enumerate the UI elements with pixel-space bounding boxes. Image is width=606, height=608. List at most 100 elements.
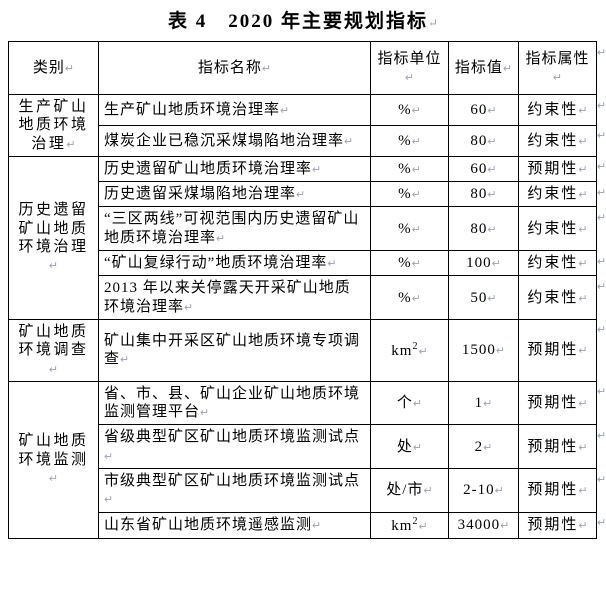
- indicator-name-cell: 煤炭企业已稳沉采煤塌陷地治理率↵: [98, 124, 371, 157]
- paragraph-mark-icon: ↵: [411, 223, 421, 236]
- paragraph-mark-icon: ↵: [411, 135, 421, 148]
- page-title-text: 表 4 2020 年主要规划指标: [167, 11, 428, 32]
- value-cell: 1↵: [448, 380, 519, 426]
- indicator-name-cell: “矿山复绿行动”地质环境治理率↵: [98, 250, 371, 277]
- paragraph-mark-icon: ↵: [411, 163, 421, 176]
- attribute-cell: 预期性↵: [518, 511, 597, 539]
- indicator-name-label: 山东省矿山地质环境遥感监测: [104, 517, 313, 534]
- paragraph-mark-icon: ↵: [578, 163, 588, 176]
- unit-cell: %↵: [370, 181, 449, 208]
- unit-label: %: [398, 220, 412, 237]
- table-row: 历史遗留采煤塌陷地治理率↵ %↵ 80↵ 约束性↵: [9, 181, 597, 208]
- attribute-label: 预期性: [527, 517, 579, 534]
- paragraph-mark-icon: ↵: [597, 386, 606, 399]
- paragraph-mark-icon: ↵: [578, 189, 588, 202]
- category-label: 矿山地质环境调查: [18, 323, 89, 359]
- paragraph-mark-icon: ↵: [423, 485, 433, 498]
- paragraph-mark-icon: ↵: [411, 292, 421, 305]
- indicator-table: 类别↵ 指标名称↵ 指标单位↵ 指标值↵ 指标属性↵ 生产矿山地质环境治理↵ 生产…: [8, 41, 597, 539]
- paragraph-mark-icon: ↵: [48, 260, 59, 273]
- value-cell: 60↵: [448, 155, 519, 183]
- page-title: 表 4 2020 年主要规划指标↵: [0, 0, 606, 41]
- unit-label: 处/市: [386, 482, 424, 499]
- table-row: 生产矿山地质环境治理↵ 生产矿山地质环境治理率↵ %↵ 60↵ 约束性↵: [8, 94, 597, 157]
- value-cell: 50↵: [448, 275, 519, 320]
- attribute-cell: 预期性↵: [518, 380, 597, 426]
- indicator-name-cell: 历史遗留采煤塌陷地治理率↵: [98, 181, 371, 208]
- column-header-attribute: 指标属性 ↵: [518, 41, 597, 95]
- paragraph-mark-icon: ↵: [578, 292, 588, 305]
- unit-label: %: [398, 101, 412, 118]
- unit-cell: %↵: [370, 155, 449, 183]
- indicator-name-cell: 山东省矿山地质环境遥感监测↵: [98, 511, 371, 539]
- paragraph-mark-icon: ↵: [597, 280, 606, 293]
- paragraph-mark-icon: ↵: [104, 450, 114, 463]
- category-cell: 历史遗留矿山地质环境治理 ↵: [8, 155, 99, 320]
- attribute-cell: 约束性↵: [518, 181, 597, 208]
- paragraph-mark-icon: ↵: [312, 163, 322, 176]
- unit-cell: %↵: [370, 250, 449, 277]
- category-cell: 生产矿山地质环境治理↵: [8, 94, 99, 157]
- unit-label: %: [398, 289, 412, 306]
- indicator-name-label: 生产矿山地质环境治理率: [104, 101, 281, 118]
- value-label: 80: [470, 186, 488, 203]
- attribute-label: 约束性: [527, 186, 579, 203]
- indicator-name-label: “矿山复绿行动”地质环境治理率: [104, 255, 328, 272]
- paragraph-mark-icon: ↵: [578, 258, 588, 271]
- paragraph-mark-icon: ↵: [344, 135, 354, 148]
- attribute-label: 预期性: [527, 395, 579, 411]
- paragraph-mark-icon: ↵: [578, 520, 588, 533]
- indicator-name-label: 历史遗留矿山地质环境治理率: [104, 160, 313, 177]
- paragraph-mark-icon: ↵: [578, 398, 588, 410]
- unit-cell: km2↵: [370, 318, 449, 382]
- paragraph-mark-icon: ↵: [48, 473, 59, 486]
- column-header-attribute-label: 指标属性: [525, 50, 590, 67]
- attribute-label: 约束性: [527, 289, 579, 306]
- column-header-indicator-name: 指标名称↵: [98, 41, 371, 95]
- paragraph-mark-icon: ↵: [120, 354, 130, 367]
- unit-cell: 个↵: [370, 380, 449, 426]
- unit-label: %: [398, 255, 412, 272]
- value-label: 60: [470, 101, 488, 118]
- unit-cell: %↵: [370, 275, 449, 320]
- table-header-row: 类别 ↵ 指标名称↵ 指标单位 ↵ 指标值↵ 指标属性↵: [8, 41, 597, 95]
- indicator-name-cell: 矿山集中开采区矿山地质环境专项调查↵: [98, 318, 371, 382]
- paragraph-mark-icon: ↵: [261, 62, 272, 75]
- paragraph-mark-icon: ↵: [597, 324, 606, 337]
- paragraph-mark-icon: ↵: [578, 223, 588, 236]
- value-label: 34000: [457, 517, 501, 534]
- paragraph-mark-icon: ↵: [418, 520, 428, 533]
- table-row: 历史遗留矿山地质环境治理↵ 历史遗留矿山地质环境治理率↵ %↵ 60↵ 预期性↵: [8, 155, 597, 320]
- paragraph-mark-icon: ↵: [487, 223, 497, 236]
- indicator-name-label: 2013 年以来关停露天开采矿山地质环境治理率: [104, 280, 351, 315]
- paragraph-mark-icon: ↵: [412, 441, 423, 454]
- unit-label: %: [398, 132, 412, 149]
- paragraph-mark-icon: ↵: [491, 258, 501, 271]
- paragraph-mark-icon: ↵: [483, 441, 493, 454]
- paragraph-mark-icon: ↵: [597, 99, 606, 112]
- column-header-indicator-name-label: 指标名称: [197, 59, 262, 76]
- category-label: 生产矿山地质环境治理: [18, 99, 89, 152]
- column-header-value: 指标值↵: [448, 41, 519, 95]
- value-cell: 2↵: [448, 424, 519, 470]
- attribute-cell: 预期性↵: [518, 155, 597, 183]
- unit-exponent: 2: [412, 340, 419, 352]
- value-cell: 80↵: [448, 181, 519, 208]
- column-header-value-label: 指标值: [454, 59, 503, 76]
- category-cell: 矿山地质环境监测 ↵: [8, 380, 99, 539]
- paragraph-mark-icon: ↵: [494, 485, 504, 498]
- paragraph-mark-icon: ↵: [404, 72, 415, 84]
- paragraph-mark-icon: ↵: [411, 258, 421, 271]
- category-label: 矿山地质环境监测: [18, 433, 89, 468]
- unit-label: 个: [396, 395, 413, 411]
- table-row: “三区两线”可视范围内历史遗留矿山地质环境治理率↵ %↵ 80↵ 约束性↵: [9, 206, 597, 252]
- paragraph-mark-icon: ↵: [597, 473, 606, 486]
- value-cell: 34000↵: [448, 511, 519, 539]
- value-label: 100: [466, 255, 492, 272]
- value-label: 2-10: [463, 482, 495, 499]
- column-header-category-label: 类别: [32, 59, 65, 76]
- column-header-unit-label: 指标单位: [377, 50, 442, 67]
- indicator-name-cell: 生产矿山地质环境治理率↵: [98, 94, 371, 126]
- paragraph-mark-icon: ↵: [66, 138, 76, 151]
- paragraph-mark-icon: ↵: [216, 232, 226, 245]
